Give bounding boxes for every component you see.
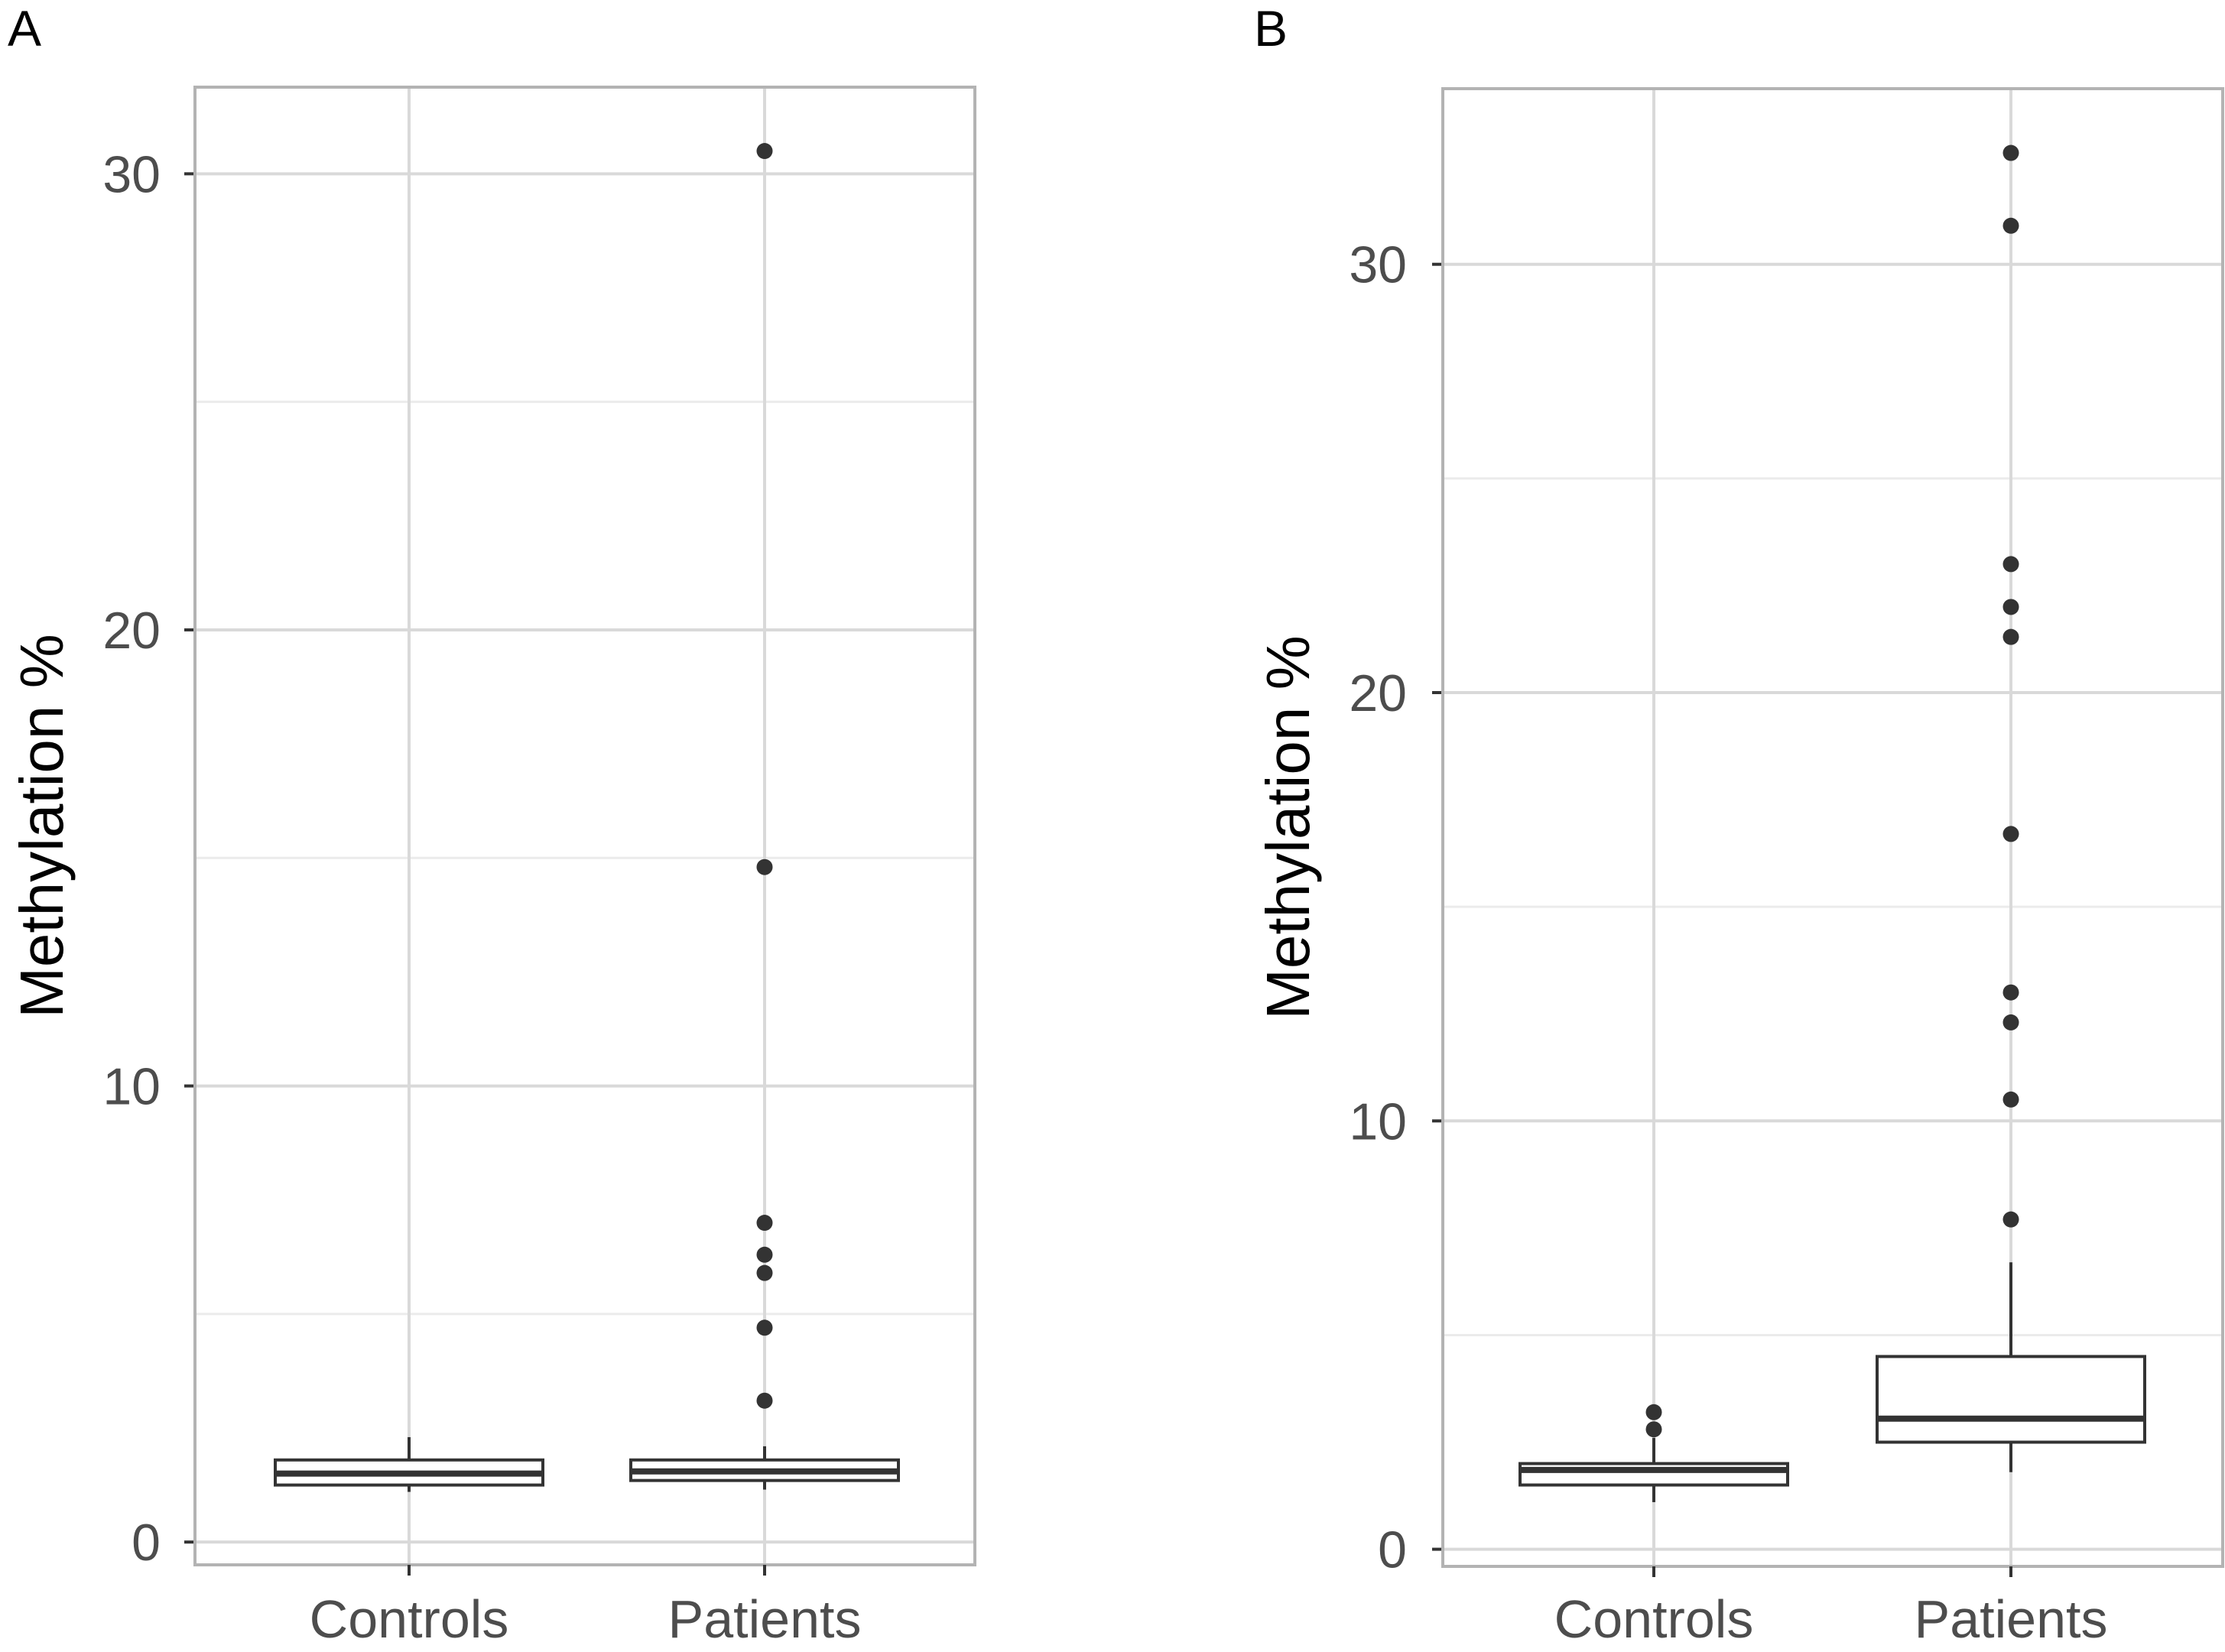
outlier-point: [756, 1319, 773, 1336]
box-iqr: [1519, 1462, 1789, 1487]
outlier-point: [756, 1264, 773, 1281]
y-tick-label: 0: [132, 1514, 161, 1572]
y-tick-label: 10: [102, 1058, 161, 1116]
y-tick-label: 0: [1378, 1521, 1407, 1579]
outlier-point: [756, 1392, 773, 1409]
outlier-point: [1645, 1421, 1662, 1438]
y-tick-label: 30: [1349, 236, 1407, 294]
box-patients: [1876, 144, 2146, 1472]
outlier-point: [2002, 217, 2019, 234]
outlier-point: [2002, 1091, 2019, 1108]
box-iqr: [1876, 1355, 2146, 1444]
box-patients: [629, 143, 900, 1490]
panel-label: B: [1254, 0, 1288, 57]
outlier-point: [2002, 628, 2019, 645]
x-tick-label-controls: Controls: [310, 1589, 509, 1649]
outlier-point: [2002, 1014, 2019, 1030]
outlier-point: [1645, 1404, 1662, 1420]
outlier-point: [2002, 599, 2019, 615]
x-tick-label-patients: Patients: [1915, 1589, 2108, 1649]
y-axis-label: Methylation %: [8, 634, 76, 1017]
outlier-point: [756, 858, 773, 875]
outlier-point: [2002, 144, 2019, 161]
y-tick-label: 30: [102, 145, 161, 203]
outlier-point: [2002, 984, 2019, 1001]
outlier-point: [756, 1215, 773, 1232]
outlier-point: [2002, 556, 2019, 573]
panel-border: [1441, 87, 2224, 1568]
outlier-point: [756, 1246, 773, 1263]
x-tick-label-controls: Controls: [1554, 1589, 1754, 1649]
panel-a: 0 10 20 30 Controls Patients Methylation % A: [8, 0, 976, 1649]
y-tick-label: 10: [1349, 1092, 1407, 1151]
outlier-point: [2002, 826, 2019, 842]
plot-background: [195, 87, 975, 1565]
y-tick-label: 20: [1349, 664, 1407, 722]
plot-background: [1443, 89, 2223, 1566]
box-controls: [274, 1436, 544, 1492]
panel-b: 0 10 20 30 Controls Patients Methylation % B: [1254, 0, 2224, 1649]
panel-label: A: [8, 0, 41, 57]
x-tick-label-patients: Patients: [668, 1589, 862, 1649]
outlier-point: [756, 143, 773, 160]
y-axis-label: Methylation %: [1254, 635, 1322, 1019]
outlier-point: [2002, 1211, 2019, 1228]
panel-border: [193, 86, 976, 1566]
box-controls: [1519, 1404, 1789, 1502]
y-tick-label: 20: [102, 602, 161, 660]
